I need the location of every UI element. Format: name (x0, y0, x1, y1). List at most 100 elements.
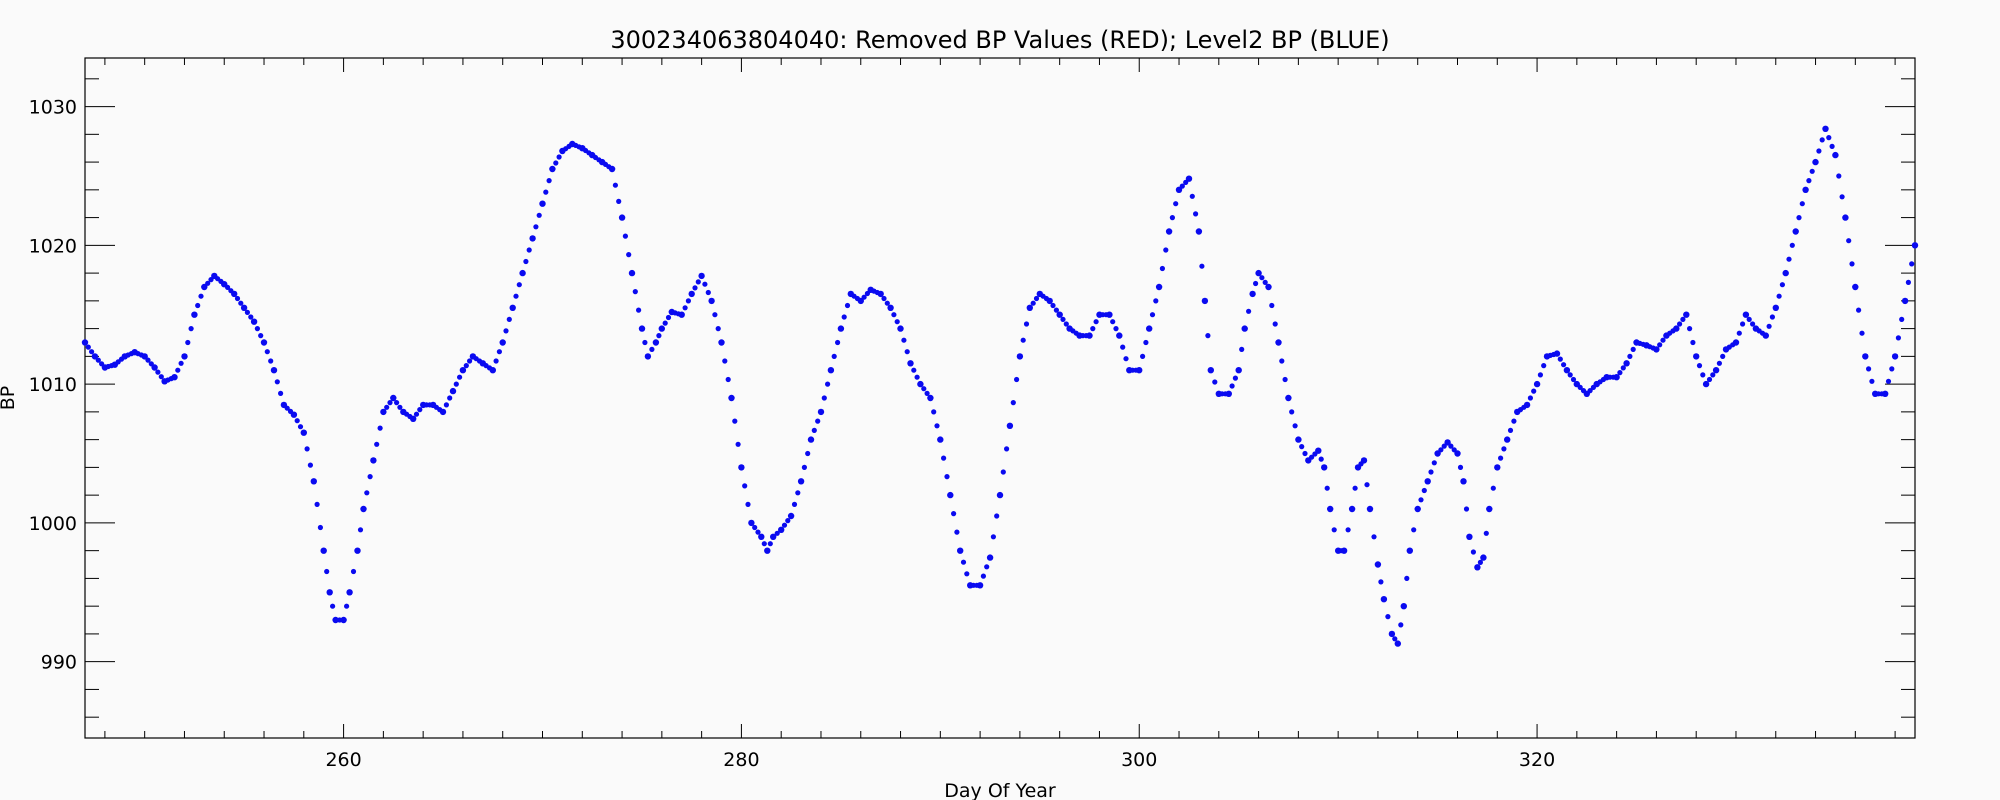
data-point (489, 367, 496, 374)
data-point (158, 374, 164, 380)
data-point (1394, 640, 1402, 647)
data-point (1859, 330, 1865, 336)
data-point (1199, 263, 1205, 269)
data-point (735, 441, 741, 447)
data-point (81, 339, 89, 346)
data-point (1553, 350, 1561, 357)
data-point (1110, 319, 1116, 325)
data-point (1404, 575, 1410, 582)
data-point (1010, 400, 1016, 406)
data-point (1819, 137, 1825, 143)
y-axis-label: BP (0, 386, 19, 411)
data-point (354, 547, 361, 554)
data-point (1448, 443, 1454, 449)
data-point (954, 529, 960, 535)
data-point (1587, 388, 1593, 394)
data-point (270, 367, 278, 374)
data-point (745, 501, 751, 507)
data-point (264, 349, 270, 355)
data-point (1557, 356, 1563, 362)
data-point (1720, 353, 1726, 359)
data-point (1511, 418, 1517, 424)
data-point (1905, 279, 1911, 285)
data-point (1911, 242, 1919, 249)
data-point (708, 297, 715, 305)
data-point (934, 423, 940, 429)
data-point (1205, 333, 1211, 339)
data-point (320, 547, 327, 554)
data-point (1577, 384, 1583, 390)
data-point (1812, 158, 1819, 166)
data-point (1163, 247, 1169, 253)
data-point (317, 524, 323, 531)
data-point (380, 408, 387, 416)
data-point (300, 429, 307, 436)
x-tick-label: 320 (1519, 749, 1555, 771)
data-point (642, 339, 648, 346)
data-point (294, 418, 300, 424)
data-point (533, 224, 539, 230)
data-point (778, 526, 785, 533)
x-tick-label: 300 (1121, 749, 1157, 771)
data-point (1620, 365, 1626, 371)
data-point (797, 478, 805, 485)
data-point (678, 311, 685, 318)
data-point (1253, 280, 1259, 287)
data-point (447, 395, 453, 401)
data-point (877, 290, 884, 298)
data-point (1179, 183, 1185, 189)
data-point (95, 357, 101, 363)
y-tick-label: 1000 (29, 513, 77, 535)
data-points (81, 125, 1919, 647)
data-point (951, 510, 957, 517)
data-point (1285, 394, 1292, 402)
data-point (618, 214, 626, 221)
data-point (891, 312, 897, 318)
data-point (231, 290, 238, 298)
data-point (1623, 360, 1630, 367)
data-point (791, 501, 798, 507)
data-point (314, 501, 320, 507)
data-point (1531, 388, 1537, 394)
data-point (815, 418, 821, 424)
data-point (755, 529, 761, 535)
data-point (536, 212, 542, 218)
data-point (509, 304, 516, 311)
data-point (1909, 261, 1915, 267)
data-point (244, 309, 250, 315)
data-point (817, 408, 825, 416)
data-point (1360, 457, 1368, 464)
data-point (914, 374, 920, 380)
data-point (493, 358, 499, 364)
data-point (1149, 312, 1156, 318)
data-point (1746, 316, 1752, 322)
data-point (738, 464, 745, 471)
data-point (1352, 485, 1358, 491)
y-tick-label: 1010 (29, 374, 77, 396)
data-point (1742, 311, 1750, 318)
data-point (1324, 485, 1330, 491)
data-point (1123, 356, 1129, 362)
data-point (1136, 367, 1143, 374)
data-point (835, 339, 841, 346)
data-point (1769, 314, 1775, 320)
data-point (387, 400, 393, 406)
data-point (1159, 265, 1165, 272)
data-point (234, 295, 241, 302)
data-point (330, 603, 336, 609)
data-point (911, 367, 917, 373)
data-point (612, 182, 619, 188)
data-point (201, 283, 208, 291)
data-point (907, 360, 914, 367)
data-point (1677, 321, 1683, 327)
data-point (984, 564, 990, 570)
data-point (397, 404, 403, 410)
data-point (360, 505, 367, 513)
data-point (807, 436, 815, 443)
data-point (1712, 367, 1720, 374)
data-point (1424, 478, 1431, 485)
data-point (410, 415, 417, 422)
data-point (1796, 215, 1802, 221)
data-point (1259, 275, 1265, 281)
data-point (1309, 454, 1315, 460)
